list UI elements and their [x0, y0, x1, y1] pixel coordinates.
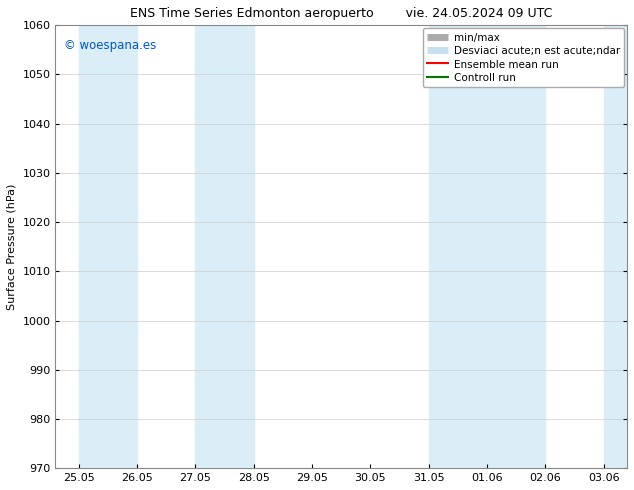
Text: © woespana.es: © woespana.es	[64, 39, 157, 51]
Bar	[604, 25, 627, 468]
Legend: min/max, Desviaci acute;n est acute;ndar, Ensemble mean run, Controll run: min/max, Desviaci acute;n est acute;ndar…	[424, 28, 624, 87]
Title: ENS Time Series Edmonton aeropuerto        vie. 24.05.2024 09 UTC: ENS Time Series Edmonton aeropuerto vie.…	[130, 7, 552, 20]
Bar	[487, 25, 545, 468]
Y-axis label: Surface Pressure (hPa): Surface Pressure (hPa)	[7, 184, 17, 310]
Bar	[195, 25, 254, 468]
Bar	[429, 25, 487, 468]
Bar	[79, 25, 137, 468]
